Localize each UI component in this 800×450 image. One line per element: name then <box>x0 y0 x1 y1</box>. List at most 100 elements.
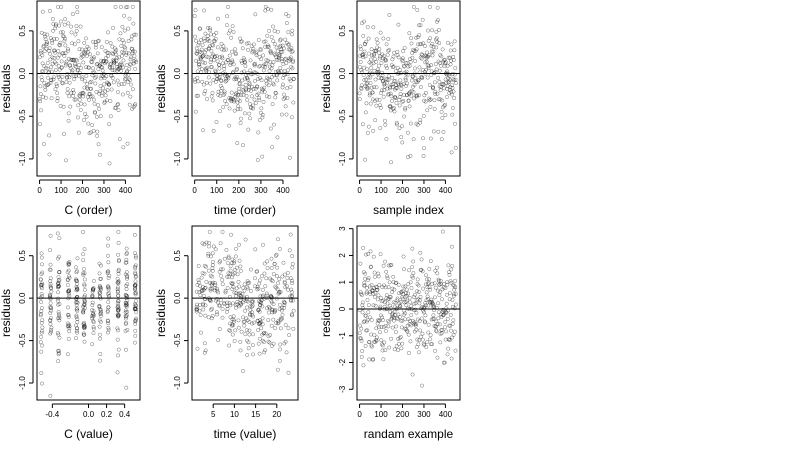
data-point <box>39 50 44 55</box>
data-point <box>437 27 441 32</box>
data-point <box>404 83 409 88</box>
data-point <box>445 316 450 321</box>
plot-frame <box>191 0 299 177</box>
data-point <box>79 52 84 57</box>
data-point <box>106 300 111 305</box>
data-point <box>125 5 130 9</box>
data-point <box>411 5 416 9</box>
data-point <box>45 75 50 80</box>
data-point <box>96 103 101 108</box>
data-point <box>48 285 53 290</box>
data-point <box>252 79 257 83</box>
data-point <box>115 326 120 331</box>
data-point <box>212 288 217 293</box>
data-point <box>215 59 220 64</box>
data-point <box>425 50 429 55</box>
data-point <box>255 318 260 323</box>
data-point <box>367 340 372 345</box>
data-point <box>374 326 379 331</box>
data-point <box>48 51 53 56</box>
data-point <box>271 39 276 44</box>
data-point <box>279 57 284 61</box>
data-point <box>202 263 207 268</box>
data-point <box>278 326 283 331</box>
data-point <box>44 66 48 71</box>
data-point <box>81 307 86 312</box>
data-point <box>386 77 391 82</box>
data-point <box>82 85 87 90</box>
data-point <box>193 34 198 39</box>
data-point <box>243 60 248 65</box>
data-point <box>450 321 455 326</box>
data-point <box>206 75 211 80</box>
points-group <box>194 229 296 375</box>
data-point <box>107 122 112 127</box>
data-point <box>396 22 401 27</box>
data-point <box>203 348 208 353</box>
data-point <box>248 267 253 272</box>
data-point <box>238 268 243 273</box>
data-point <box>290 254 295 259</box>
data-point <box>126 26 131 31</box>
data-point <box>396 312 401 317</box>
data-point <box>133 251 137 256</box>
data-point <box>79 101 84 106</box>
data-point <box>363 110 368 115</box>
data-point <box>121 40 126 45</box>
data-point <box>128 57 133 62</box>
data-point <box>110 68 115 72</box>
data-point <box>39 282 44 287</box>
data-point <box>256 130 261 135</box>
data-point <box>42 49 47 54</box>
data-point <box>47 152 52 157</box>
data-point <box>252 63 257 68</box>
data-point <box>412 66 417 71</box>
data-point <box>391 54 396 59</box>
data-point <box>94 90 99 94</box>
data-point <box>75 319 80 324</box>
data-point <box>105 243 110 248</box>
data-point <box>443 319 448 324</box>
data-point <box>429 44 434 48</box>
data-point <box>200 43 205 48</box>
data-point <box>436 301 441 306</box>
data-point <box>418 120 423 125</box>
data-point <box>123 328 128 333</box>
data-point <box>290 28 295 33</box>
data-point <box>202 341 207 346</box>
data-point <box>102 99 107 104</box>
data-point <box>39 371 44 376</box>
data-point <box>208 254 213 259</box>
data-point <box>202 39 207 44</box>
data-point <box>419 316 424 321</box>
data-point <box>75 317 80 321</box>
y-tick-label: -1.0 <box>173 151 182 165</box>
data-point <box>42 64 47 69</box>
data-point <box>67 329 72 334</box>
data-point <box>384 63 389 68</box>
data-point <box>255 287 260 292</box>
data-point <box>367 315 372 320</box>
data-point <box>290 66 295 71</box>
data-point <box>384 42 389 47</box>
data-point <box>388 104 393 109</box>
data-point <box>417 70 422 75</box>
data-point <box>79 66 83 71</box>
data-point <box>366 276 371 281</box>
data-point <box>90 303 95 308</box>
data-point <box>132 49 137 54</box>
data-point <box>372 48 377 53</box>
data-point <box>438 312 443 317</box>
data-point <box>219 47 224 52</box>
data-point <box>249 304 254 309</box>
data-point <box>394 100 399 105</box>
points-group <box>38 229 138 398</box>
data-point <box>221 301 226 306</box>
data-point <box>269 35 274 40</box>
data-point <box>106 325 111 330</box>
data-point <box>64 80 69 84</box>
data-point <box>363 313 368 318</box>
data-point <box>408 60 413 64</box>
data-point <box>375 97 379 102</box>
